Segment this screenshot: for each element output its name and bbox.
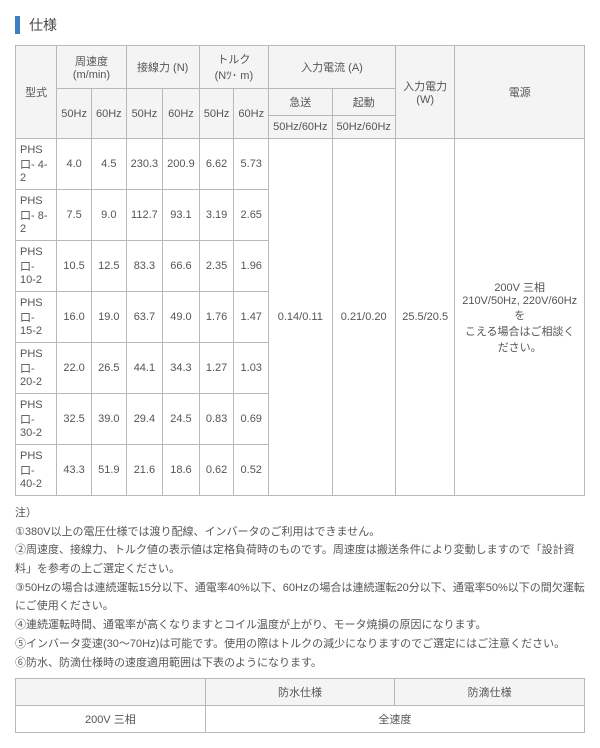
sub-cell-model: 200V 三相 xyxy=(16,706,206,733)
cell-f60: 66.6 xyxy=(163,241,200,292)
sub-table: 防水仕様 防滴仕様 200V 三相 全速度 xyxy=(15,678,585,733)
cell-model: PHS口- 40-2 xyxy=(16,445,57,496)
table-row: PHS口- 4-24.04.5230.3200.96.625.730.14/0.… xyxy=(16,139,585,190)
th-50hz: 50Hz xyxy=(126,89,163,139)
cell-model: PHS口- 4-2 xyxy=(16,139,57,190)
cell-t60: 1.47 xyxy=(234,292,269,343)
cell-f50: 112.7 xyxy=(126,190,163,241)
cell-model: PHS口- 15-2 xyxy=(16,292,57,343)
cell-f60: 24.5 xyxy=(163,394,200,445)
cell-t50: 1.27 xyxy=(199,343,234,394)
cell-s60: 26.5 xyxy=(91,343,126,394)
cell-model: PHS口- 10-2 xyxy=(16,241,57,292)
title-accent xyxy=(15,16,20,34)
th-force: 接線力 (N) xyxy=(126,46,199,89)
th-torque: トルク (Nﾂ･ m) xyxy=(199,46,268,89)
cell-f60: 200.9 xyxy=(163,139,200,190)
cell-s50: 22.0 xyxy=(57,343,92,394)
cell-s60: 51.9 xyxy=(91,445,126,496)
th-model: 型式 xyxy=(16,46,57,139)
note-line: ⑤インバータ変速(30～70Hz)は可能です。使用の際はトルクの減少になりますの… xyxy=(15,635,585,654)
sub-th-bosui: 防水仕様 xyxy=(205,679,395,706)
cell-s50: 43.3 xyxy=(57,445,92,496)
cell-f60: 49.0 xyxy=(163,292,200,343)
cell-s60: 19.0 xyxy=(91,292,126,343)
th-5060: 50Hz/60Hz xyxy=(269,116,332,139)
cell-t50: 3.19 xyxy=(199,190,234,241)
section-title: 仕様 xyxy=(15,15,585,35)
note-line: ③50Hzの場合は連続運転15分以下、通電率40%以下、60Hzの場合は連続運転… xyxy=(15,579,585,616)
th-5060: 50Hz/60Hz xyxy=(332,116,395,139)
cell-t60: 1.96 xyxy=(234,241,269,292)
th-torque-label: トルク xyxy=(217,54,250,66)
cell-s50: 16.0 xyxy=(57,292,92,343)
cell-s50: 4.0 xyxy=(57,139,92,190)
cell-t60: 2.65 xyxy=(234,190,269,241)
cell-model: PHS口- 30-2 xyxy=(16,394,57,445)
cell-s50: 10.5 xyxy=(57,241,92,292)
merged-power: 25.5/20.5 xyxy=(395,139,454,496)
cell-model: PHS口- 20-2 xyxy=(16,343,57,394)
th-source: 電源 xyxy=(455,46,585,139)
note-line: 注） xyxy=(15,504,585,523)
th-power: 入力電力 (W) xyxy=(395,46,454,139)
cell-s50: 32.5 xyxy=(57,394,92,445)
th-kido: 起動 xyxy=(332,89,395,116)
th-speed-label: 周速度 xyxy=(75,56,108,68)
cell-t50: 0.62 xyxy=(199,445,234,496)
th-kyuso: 急送 xyxy=(269,89,332,116)
cell-s60: 12.5 xyxy=(91,241,126,292)
title-text: 仕様 xyxy=(29,15,57,35)
cell-s50: 7.5 xyxy=(57,190,92,241)
th-speed: 周速度 (m/min) xyxy=(57,46,126,89)
th-50hz: 50Hz xyxy=(57,89,92,139)
cell-t60: 1.03 xyxy=(234,343,269,394)
note-line: ①380V以上の電圧仕様では渡り配線、インバータのご利用はできません。 xyxy=(15,523,585,542)
cell-s60: 9.0 xyxy=(91,190,126,241)
spec-table: 型式 周速度 (m/min) 接線力 (N) トルク (Nﾂ･ m) 入力電流 … xyxy=(15,45,585,496)
cell-f60: 93.1 xyxy=(163,190,200,241)
cell-t50: 0.83 xyxy=(199,394,234,445)
th-torque-unit: (Nﾂ･ m) xyxy=(215,70,254,82)
cell-t60: 5.73 xyxy=(234,139,269,190)
cell-f50: 21.6 xyxy=(126,445,163,496)
cell-f50: 230.3 xyxy=(126,139,163,190)
cell-t60: 0.52 xyxy=(234,445,269,496)
cell-t50: 6.62 xyxy=(199,139,234,190)
merged-source: 200V 三相 210V/50Hz, 220V/60Hzを こえる場合はご相談く… xyxy=(455,139,585,496)
cell-t60: 0.69 xyxy=(234,394,269,445)
cell-t50: 1.76 xyxy=(199,292,234,343)
cell-f60: 34.3 xyxy=(163,343,200,394)
cell-f60: 18.6 xyxy=(163,445,200,496)
cell-t50: 2.35 xyxy=(199,241,234,292)
cell-s60: 39.0 xyxy=(91,394,126,445)
cell-f50: 83.3 xyxy=(126,241,163,292)
note-line: ②周速度、接線力、トルク値の表示値は定格負荷時のものです。周速度は搬送条件により… xyxy=(15,541,585,578)
th-60hz: 60Hz xyxy=(234,89,269,139)
merged-kyuso: 0.14/0.11 xyxy=(269,139,332,496)
th-60hz: 60Hz xyxy=(91,89,126,139)
th-current: 入力電流 (A) xyxy=(269,46,396,89)
cell-f50: 63.7 xyxy=(126,292,163,343)
th-60hz: 60Hz xyxy=(163,89,200,139)
notes-block: 注）①380V以上の電圧仕様では渡り配線、インバータのご利用はできません。②周速… xyxy=(15,504,585,672)
note-line: ④連続運転時間、通電率が高くなりますとコイル温度が上がり、モータ焼損の原因になり… xyxy=(15,616,585,635)
th-50hz: 50Hz xyxy=(199,89,234,139)
th-speed-unit: (m/min) xyxy=(73,69,110,81)
merged-kido: 0.21/0.20 xyxy=(332,139,395,496)
cell-f50: 29.4 xyxy=(126,394,163,445)
cell-model: PHS口- 8-2 xyxy=(16,190,57,241)
note-line: ⑥防水、防滴仕様時の速度適用範囲は下表のようになります。 xyxy=(15,654,585,673)
sub-cell-speed: 全速度 xyxy=(205,706,584,733)
cell-s60: 4.5 xyxy=(91,139,126,190)
sub-th-blank xyxy=(16,679,206,706)
sub-th-boteki: 防滴仕様 xyxy=(395,679,585,706)
cell-f50: 44.1 xyxy=(126,343,163,394)
